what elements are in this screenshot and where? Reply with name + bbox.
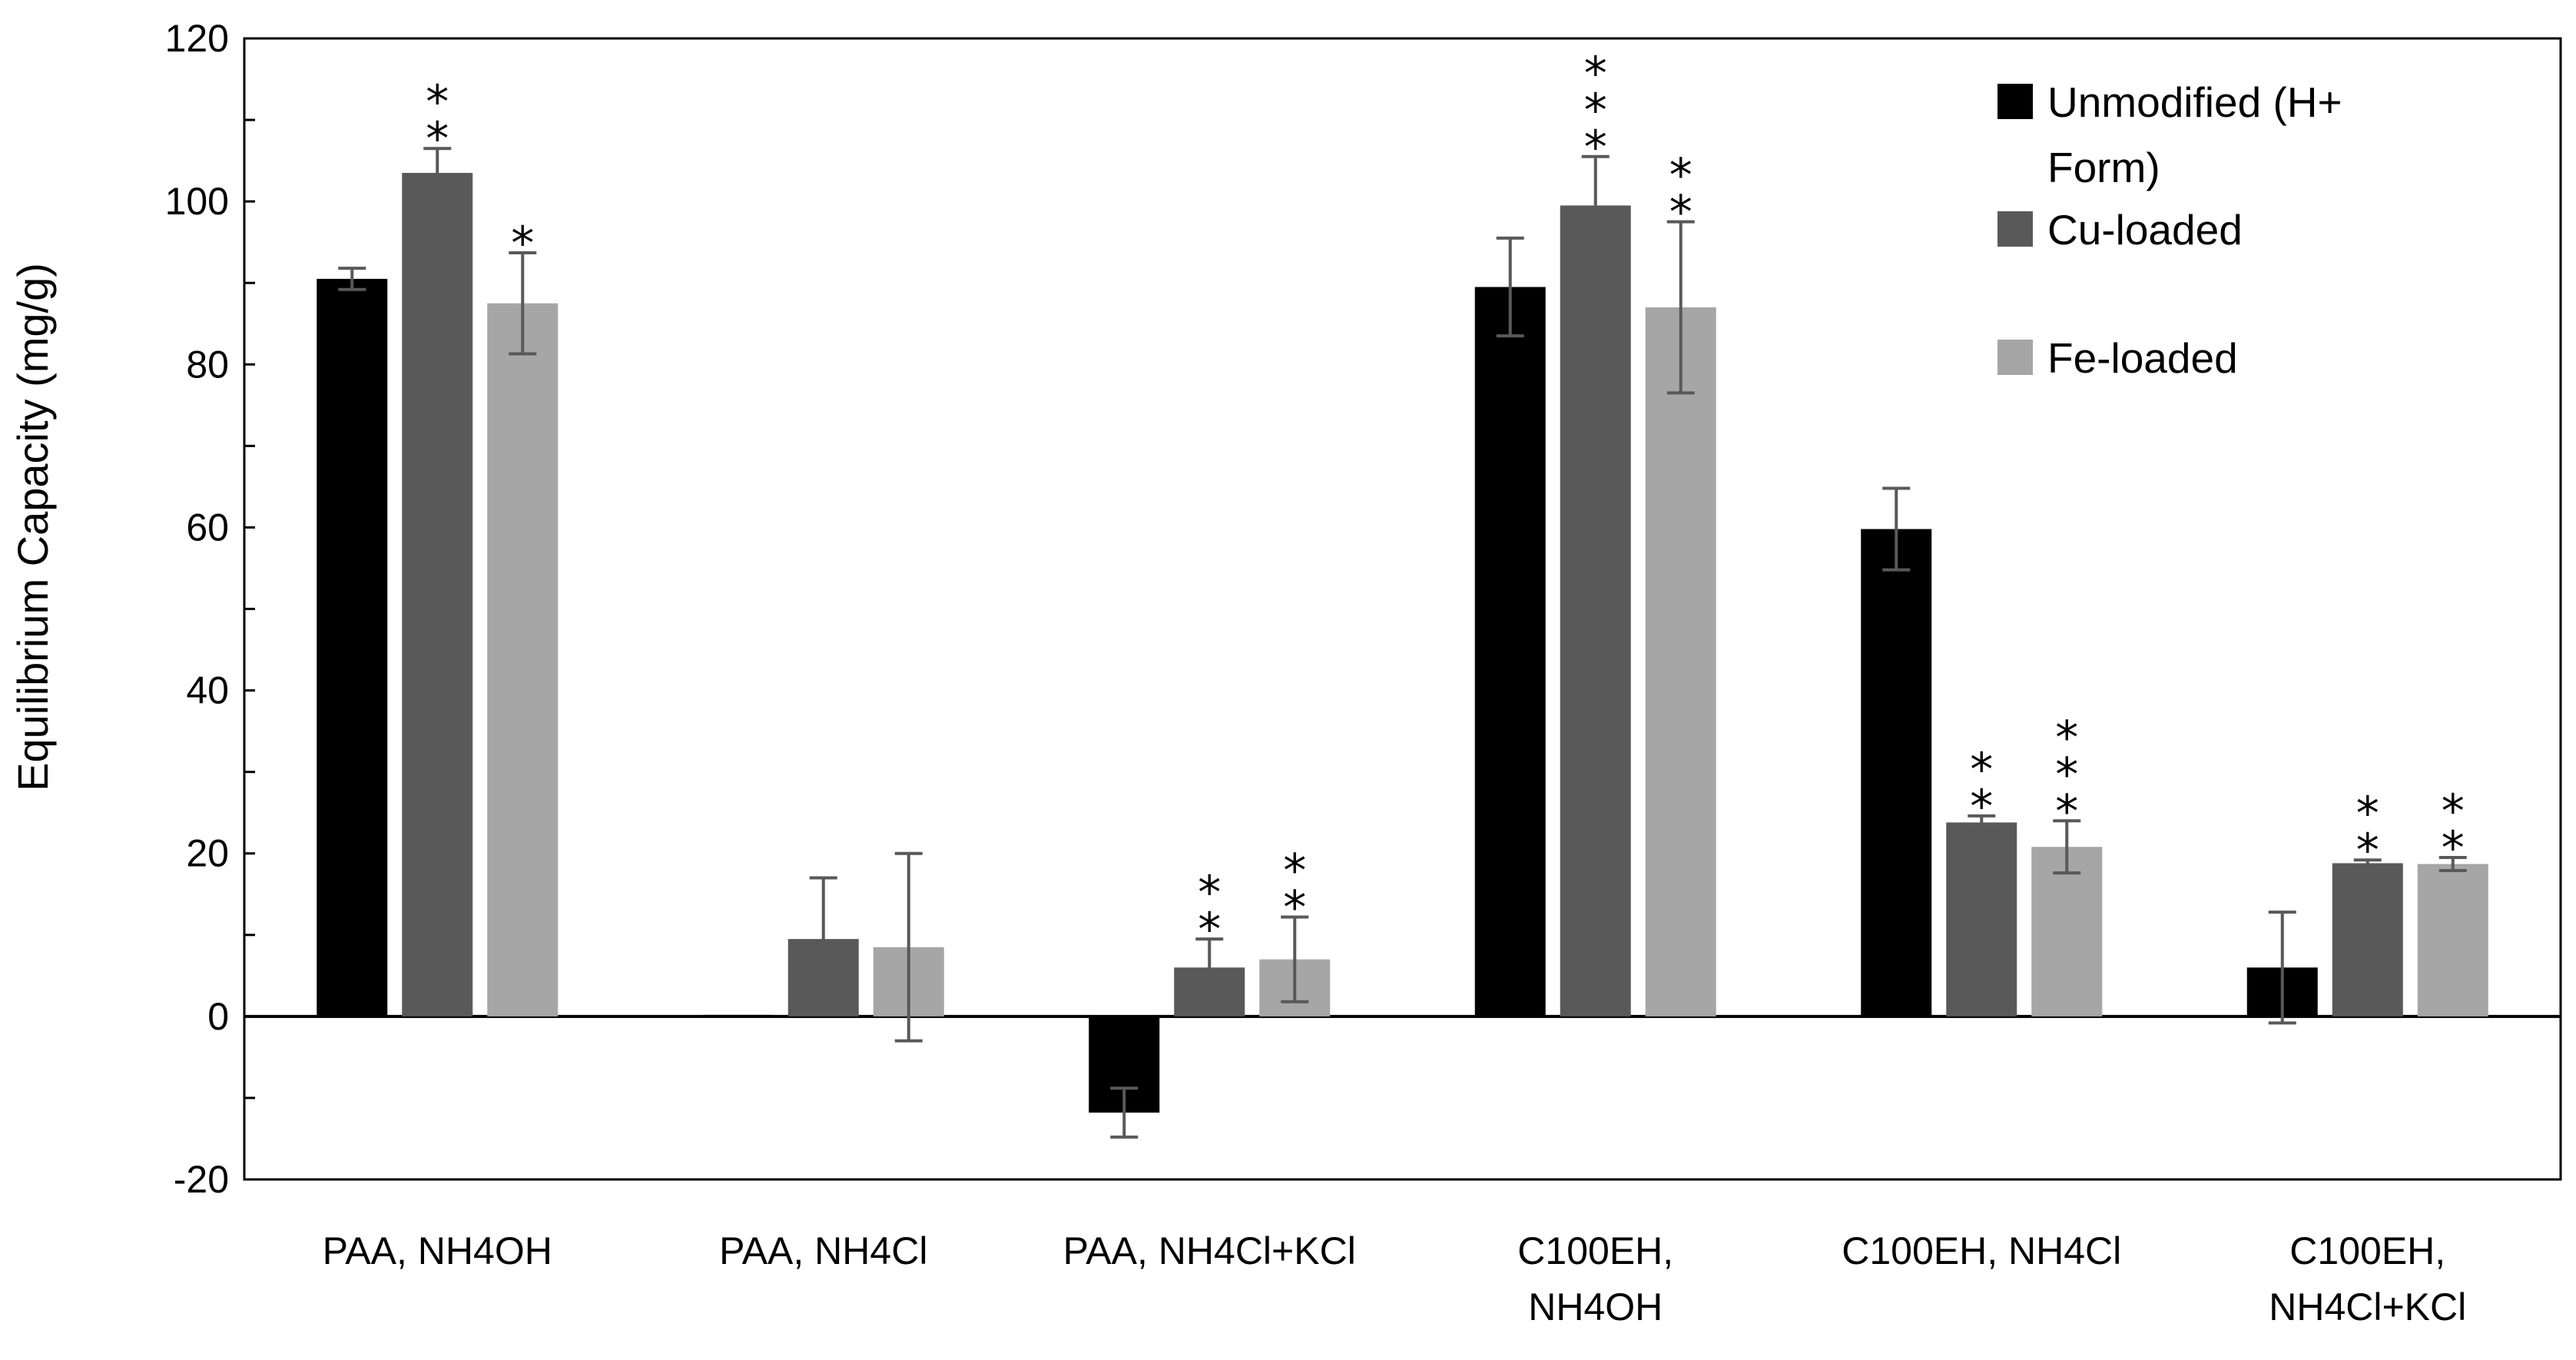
significance-marker: * (1584, 121, 1607, 174)
x-category-label: NH4OH (1528, 1285, 1663, 1328)
x-category-label: PAA, NH4Cl+KCl (1063, 1229, 1356, 1272)
y-tick-label: 80 (186, 343, 229, 386)
legend: Unmodified (H+ Form) Cu-loaded Fe-loaded (1997, 78, 2342, 382)
significance-marker: * (511, 217, 534, 270)
y-tick-label: -20 (174, 1158, 229, 1201)
bar (2332, 863, 2403, 1017)
y-tick-label: 40 (186, 669, 229, 712)
bar (1474, 287, 1546, 1017)
significance-marker: * (426, 75, 449, 129)
significance-marker: * (2442, 821, 2465, 875)
plot-area: 120100806040200-20*********************P… (165, 17, 2562, 1328)
bar (1645, 307, 1716, 1017)
significance-marker: * (2442, 784, 2465, 838)
significance-marker: * (1283, 844, 1306, 897)
legend-swatch (1997, 84, 2033, 119)
bar (317, 278, 388, 1017)
bar (487, 303, 559, 1017)
legend-label: Unmodified (H+ (2047, 78, 2342, 126)
significance-marker: * (1970, 743, 1993, 797)
bar (1861, 529, 1932, 1017)
legend-swatch (1997, 211, 2033, 247)
significance-marker: * (1584, 84, 1607, 138)
significance-marker: * (2055, 711, 2078, 765)
significance-marker: * (2055, 784, 2078, 838)
significance-marker: * (1669, 186, 1692, 240)
significance-marker: * (1970, 780, 1993, 834)
significance-marker: * (1584, 47, 1607, 101)
x-category-label: PAA, NH4Cl (719, 1229, 927, 1272)
x-category-label: C100EH, (1517, 1229, 1673, 1272)
legend-label: Fe-loaded (2047, 334, 2238, 382)
significance-marker: * (2055, 748, 2078, 801)
bar (1946, 822, 2017, 1017)
legend-swatch (1997, 340, 2033, 375)
y-tick-label: 60 (186, 506, 229, 549)
x-category-label: NH4Cl+KCl (2269, 1285, 2466, 1328)
legend-label: Cu-loaded (2047, 206, 2243, 254)
bar (1560, 205, 1631, 1017)
bar (702, 1014, 774, 1017)
significance-marker: * (1669, 149, 1692, 203)
bar (2031, 847, 2103, 1017)
x-category-label: PAA, NH4OH (323, 1229, 552, 1272)
y-axis-label: Equilibrium Capacity (mg/g) (8, 263, 57, 791)
significance-marker: * (2356, 824, 2379, 877)
significance-marker: * (1283, 881, 1306, 934)
significance-marker: * (2356, 787, 2379, 841)
y-tick-label: 0 (207, 995, 229, 1038)
significance-marker: * (1198, 903, 1221, 957)
x-category-label: C100EH, NH4Cl (1842, 1229, 2121, 1272)
significance-marker: * (426, 112, 449, 166)
legend-label: Form) (2047, 144, 2160, 191)
y-tick-label: 120 (165, 17, 229, 60)
bar (402, 173, 473, 1017)
bar (2417, 864, 2488, 1017)
x-category-label: C100EH, (2289, 1229, 2445, 1272)
y-tick-label: 100 (165, 180, 229, 223)
significance-marker: * (1198, 866, 1221, 920)
y-tick-label: 20 (186, 832, 229, 875)
